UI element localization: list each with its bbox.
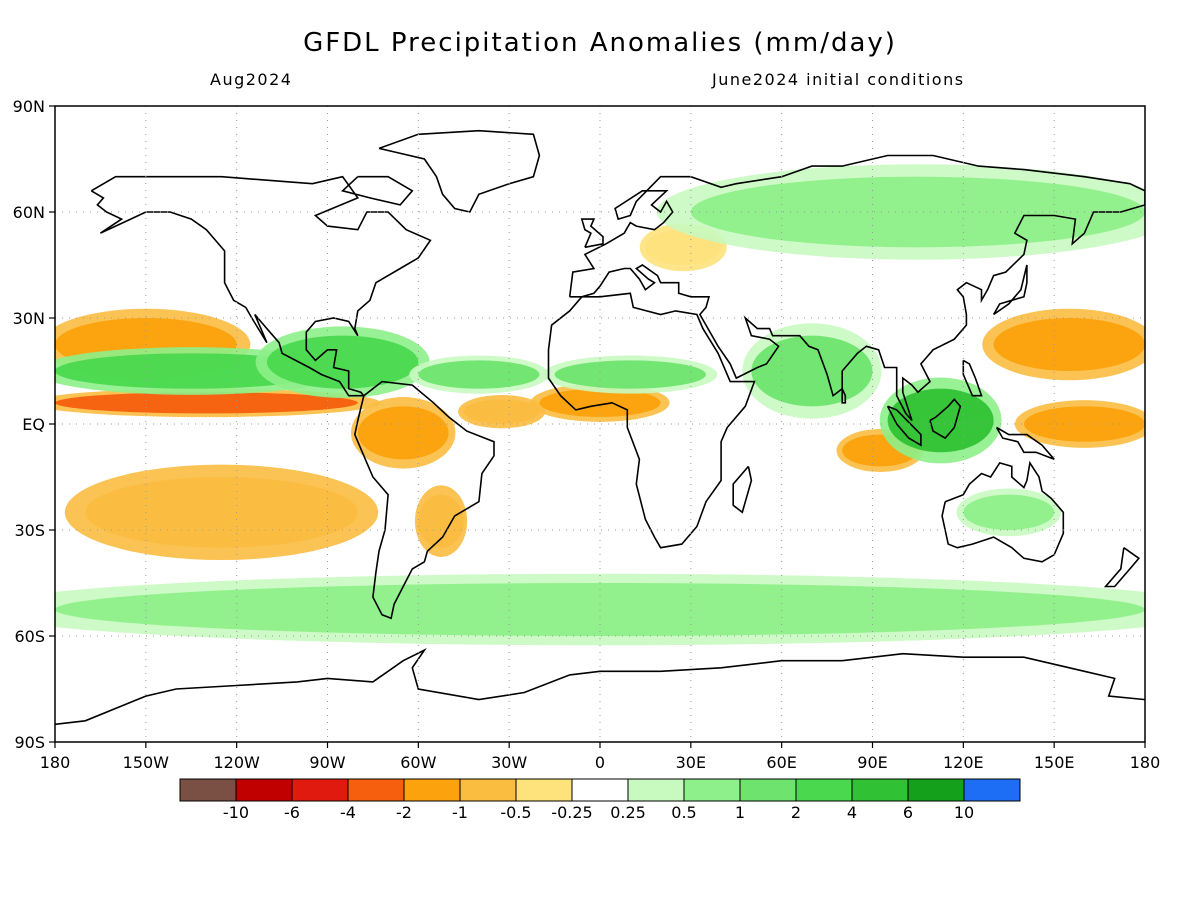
colorbar-label: -0.5 [500,803,531,822]
colorbar-label: -4 [340,803,356,822]
colorbar-swatch [235,778,293,802]
colorbar-swatch [571,778,629,802]
colorbar-swatch [851,778,909,802]
anomaly-region [963,494,1055,530]
anomaly-region [357,406,449,460]
y-tick-label: 90N [13,97,45,116]
colorbar-swatch [739,778,797,802]
anomaly-region [463,399,540,424]
anomaly-region [554,360,706,389]
coastline-japan [992,264,1028,316]
coastline-north-america [90,175,432,397]
x-tick-label: 90W [309,753,345,772]
colorbar-label: -10 [223,803,249,822]
anomaly-region [887,388,994,453]
coastline-new-zealand [1103,547,1141,588]
anomaly-region [55,583,1145,636]
coastline-layer [55,129,1145,726]
y-tick-label: 90S [14,733,45,752]
colorbar-label: 2 [791,803,801,822]
anomaly-region [751,335,873,407]
colorbar-swatch [179,778,237,802]
colorbar-label: 0.25 [610,803,646,822]
x-tick-label: 60W [400,753,436,772]
forecast-month: Aug2024 [210,70,293,89]
y-tick-label: 30N [13,309,45,328]
coastline-antarctica [55,648,1145,726]
colorbar-swatch [907,778,965,802]
coastline-eurasia [568,154,1145,422]
colorbar-label: -1 [452,803,468,822]
colorbar-swatch [963,778,1021,802]
x-tick-label: 30E [676,753,706,772]
colorbar-label: 4 [847,803,857,822]
anomaly-region [418,494,464,548]
colorbar-swatch [347,778,405,802]
x-tick-label: 30W [491,753,527,772]
anomaly-region [690,176,1145,248]
colorbar-swatch [683,778,741,802]
x-tick-label: 120W [213,753,260,772]
colorbar-swatch [459,778,517,802]
x-tick-label: 0 [595,753,605,772]
colorbar-swatch [515,778,573,802]
x-tick-label: 120E [943,753,984,772]
colorbar-swatch [403,778,461,802]
coastline-new-guinea [995,426,1055,461]
x-tick-label: 150E [1034,753,1075,772]
y-tick-label: 60S [14,627,45,646]
colorbar-swatch [795,778,853,802]
coastline-australia [941,460,1065,563]
colorbar-label: 0.5 [671,803,696,822]
x-tick-label: 180 [40,753,71,772]
anomaly-region [85,476,358,548]
x-tick-label: 90E [857,753,887,772]
coastline-borneo [929,398,962,440]
colorbar-label: -0.25 [551,803,592,822]
colorbar-swatch [627,778,685,802]
anomaly-region [539,388,661,417]
y-tick-label: EQ [22,415,45,434]
initial-conditions-label: June2024 initial conditions [712,70,965,89]
colorbar-label: 6 [903,803,913,822]
colorbar-label: 1 [735,803,745,822]
anomaly-region [993,318,1145,371]
coastline-south-america [353,380,495,620]
colorbar-label: -6 [284,803,300,822]
axis-ticks: 180 150W 120W 90W 60W 30W 0 30E 60E 90E 120E 150E 18… [13,97,1161,772]
grid-layer [55,106,1145,742]
colorbar-label: 10 [954,803,974,822]
coastline-sumatra [886,405,922,447]
coastline-africa [547,292,756,549]
x-tick-label: 180 [1130,753,1161,772]
y-tick-label: 60N [13,203,45,222]
x-tick-label: 60E [766,753,796,772]
x-tick-label: 150W [123,753,170,772]
anomaly-region [55,392,358,414]
chart-title: GFDL Precipitation Anomalies (mm/day) [303,28,897,58]
colorbar-label: -2 [396,803,412,822]
coastline-sri-lanka [841,388,847,404]
colorbar: -10 -6 -4 -2 -1 -0.5 -0.25 0.25 0.5 1 2 4 6 10 [179,778,1021,822]
coastline-baffin [340,175,414,206]
coastline-madagascar [732,465,753,514]
anomaly-field-layer [55,164,1145,646]
colorbar-swatch [291,778,349,802]
anomaly-region [266,335,419,389]
anomaly-region [418,360,540,389]
y-tick-label: 30S [14,521,45,540]
coastline-philippines [962,359,983,397]
coastline-uk [580,218,604,249]
coastline-greenland [378,129,541,213]
